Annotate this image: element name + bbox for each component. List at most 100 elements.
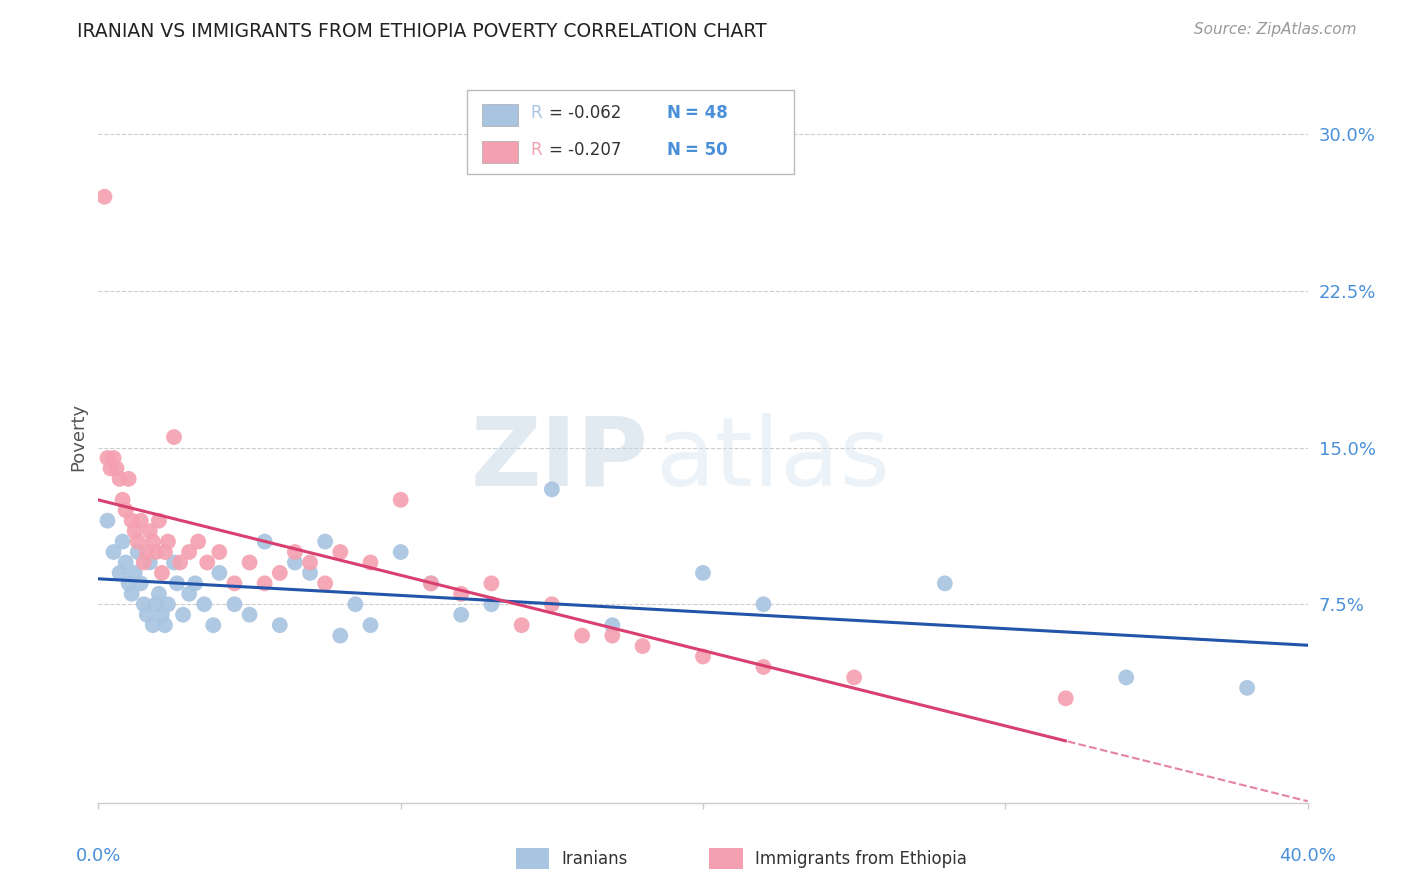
- Point: [153, 545, 176, 559]
- Point: [329, 545, 352, 559]
- Point: [108, 566, 131, 580]
- Point: [208, 545, 231, 559]
- Point: [132, 597, 155, 611]
- Point: [111, 492, 134, 507]
- Point: [129, 514, 152, 528]
- Point: [187, 534, 209, 549]
- Text: ZIP: ZIP: [471, 412, 648, 506]
- Point: [103, 450, 125, 465]
- Point: [121, 587, 143, 601]
- Point: [253, 576, 276, 591]
- Point: [150, 607, 173, 622]
- Point: [224, 576, 246, 591]
- FancyBboxPatch shape: [482, 104, 517, 127]
- Point: [145, 545, 167, 559]
- Point: [127, 545, 149, 559]
- Point: [179, 545, 201, 559]
- Point: [571, 629, 593, 643]
- Point: [124, 566, 146, 580]
- Point: [153, 618, 176, 632]
- Text: R: R: [530, 141, 541, 159]
- Text: Iranians: Iranians: [561, 850, 628, 868]
- Point: [148, 587, 170, 601]
- Point: [169, 556, 191, 570]
- Point: [314, 534, 336, 549]
- Point: [163, 556, 186, 570]
- Point: [510, 618, 533, 632]
- Text: = 50: = 50: [685, 141, 727, 159]
- Point: [1236, 681, 1258, 695]
- FancyBboxPatch shape: [709, 848, 742, 869]
- Point: [602, 629, 624, 643]
- Point: [93, 190, 115, 204]
- Point: [145, 597, 167, 611]
- Point: [142, 534, 165, 549]
- Point: [329, 629, 352, 643]
- Point: [179, 587, 201, 601]
- Point: [108, 472, 131, 486]
- Point: [1054, 691, 1077, 706]
- Point: [139, 524, 162, 538]
- Text: N: N: [666, 141, 681, 159]
- Point: [481, 576, 503, 591]
- Point: [163, 430, 186, 444]
- Point: [540, 597, 562, 611]
- Point: [344, 597, 367, 611]
- Point: [692, 566, 714, 580]
- Y-axis label: Poverty: Poverty: [69, 403, 87, 471]
- Point: [269, 566, 291, 580]
- Point: [752, 597, 775, 611]
- Point: [156, 597, 179, 611]
- Point: [752, 660, 775, 674]
- Point: [299, 566, 322, 580]
- Point: [481, 597, 503, 611]
- Text: R: R: [530, 104, 541, 122]
- Point: [114, 503, 136, 517]
- Point: [360, 556, 382, 570]
- Point: [184, 576, 207, 591]
- Point: [129, 576, 152, 591]
- Point: [208, 566, 231, 580]
- Point: [1115, 670, 1137, 684]
- Point: [420, 576, 443, 591]
- Point: [540, 483, 562, 497]
- Point: [148, 514, 170, 528]
- FancyBboxPatch shape: [467, 90, 793, 174]
- Point: [111, 534, 134, 549]
- Point: [420, 576, 443, 591]
- Point: [156, 534, 179, 549]
- Point: [135, 545, 157, 559]
- Point: [139, 556, 162, 570]
- Point: [450, 587, 472, 601]
- Point: [118, 576, 141, 591]
- Point: [127, 534, 149, 549]
- Point: [389, 492, 412, 507]
- Point: [150, 566, 173, 580]
- Point: [602, 618, 624, 632]
- Point: [844, 670, 866, 684]
- Point: [360, 618, 382, 632]
- FancyBboxPatch shape: [482, 141, 517, 163]
- Point: [135, 607, 157, 622]
- Point: [253, 534, 276, 549]
- Point: [114, 556, 136, 570]
- Text: IRANIAN VS IMMIGRANTS FROM ETHIOPIA POVERTY CORRELATION CHART: IRANIAN VS IMMIGRANTS FROM ETHIOPIA POVE…: [77, 22, 768, 41]
- Point: [299, 556, 322, 570]
- Point: [224, 597, 246, 611]
- Point: [239, 556, 262, 570]
- Point: [132, 556, 155, 570]
- Text: atlas: atlas: [655, 412, 890, 506]
- FancyBboxPatch shape: [516, 848, 550, 869]
- Point: [202, 618, 225, 632]
- Point: [239, 607, 262, 622]
- Point: [124, 524, 146, 538]
- Text: Source: ZipAtlas.com: Source: ZipAtlas.com: [1194, 22, 1357, 37]
- Point: [269, 618, 291, 632]
- Text: = -0.207: = -0.207: [550, 141, 621, 159]
- Point: [103, 545, 125, 559]
- Point: [195, 556, 218, 570]
- Point: [118, 472, 141, 486]
- Point: [450, 607, 472, 622]
- Point: [142, 618, 165, 632]
- Point: [692, 649, 714, 664]
